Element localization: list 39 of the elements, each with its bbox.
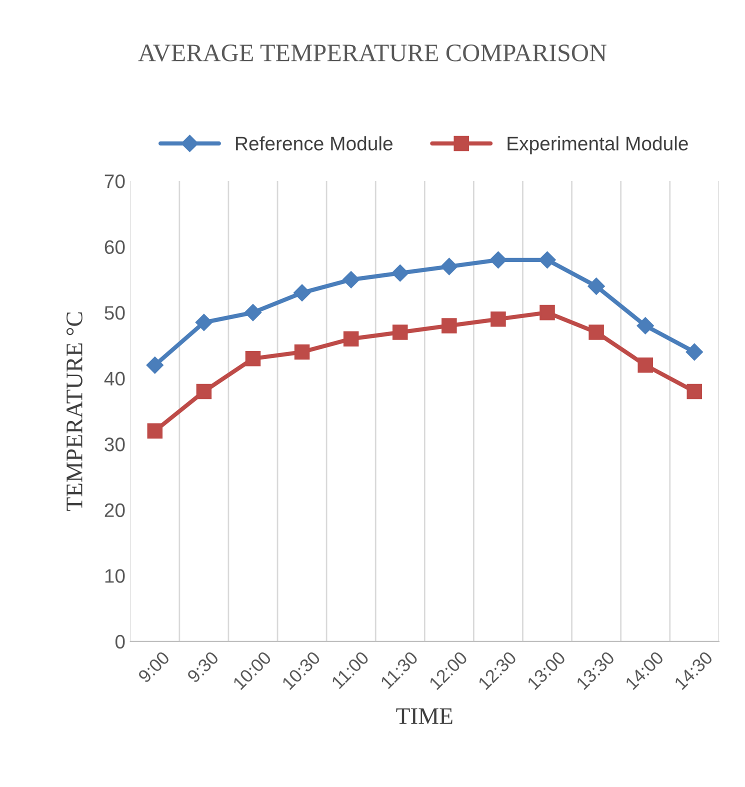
y-tick-label: 10: [105, 569, 125, 583]
point: [490, 311, 506, 327]
point: [636, 317, 654, 334]
point: [442, 318, 457, 334]
point: [588, 324, 604, 340]
point: [440, 258, 458, 276]
point: [196, 384, 212, 400]
point: [146, 356, 164, 374]
point: [540, 304, 555, 320]
x-tick-label: 9:00: [137, 650, 170, 684]
point: [244, 304, 262, 322]
point: [538, 251, 556, 268]
point: [294, 344, 310, 360]
point: [490, 251, 507, 268]
x-axis-title: TIME: [396, 708, 452, 724]
point: [343, 331, 359, 346]
point: [588, 278, 605, 295]
point: [392, 324, 408, 340]
point: [342, 271, 360, 288]
y-tick-label: 60: [104, 240, 125, 254]
point: [245, 350, 261, 366]
point: [686, 384, 702, 400]
y-tick-label: 0: [115, 634, 125, 649]
point: [147, 423, 163, 439]
point: [293, 284, 311, 302]
y-axis-title: TEMPERATURE °C: [66, 312, 82, 511]
chart-title: AVERAGE TEMPERATURE COMPARISON: [138, 44, 606, 62]
y-tick-label: 50: [104, 306, 125, 320]
y-tick-label: 20: [104, 503, 125, 518]
y-tick-label: 40: [104, 372, 125, 386]
y-tick-label: 70: [104, 174, 125, 188]
legend-label: Experimental Module: [508, 136, 688, 154]
x-tick-label: 9:30: [186, 650, 220, 684]
point: [195, 314, 212, 331]
point: [638, 358, 653, 373]
point: [686, 343, 703, 361]
point: [392, 264, 409, 282]
legend-label: Reference Module: [236, 136, 392, 150]
y-tick-label: 30: [104, 438, 125, 452]
